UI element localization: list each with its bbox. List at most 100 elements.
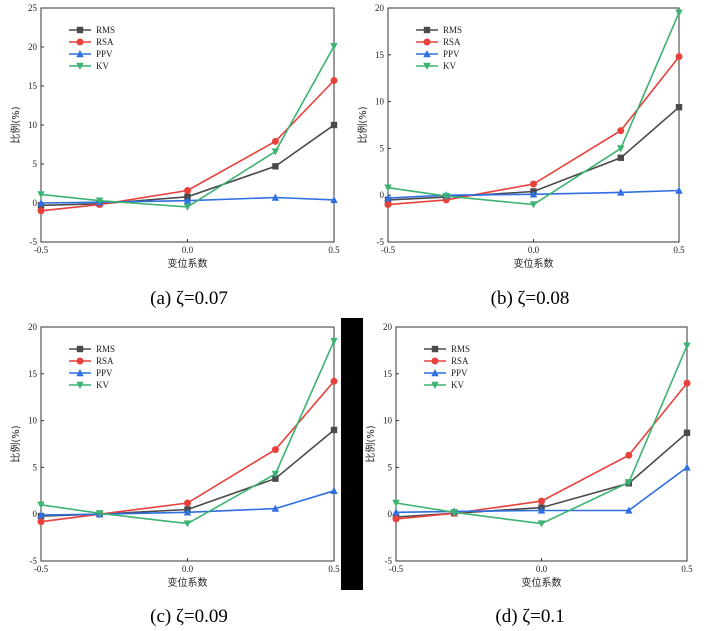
x-tick-label: -0.5 xyxy=(34,245,49,255)
x-axis-label: 变位系数 xyxy=(514,257,554,270)
legend-label-kv: KV xyxy=(443,61,456,71)
data-point-rsa xyxy=(538,497,545,505)
chart-d: -5 0 5 10 15 20 -0.5 0.0 0.5 变位系数 比例(%) RMS RSA PPV KV xyxy=(364,322,693,589)
legend-label-rsa: RSA xyxy=(96,37,114,47)
legend-label-kv: KV xyxy=(96,380,109,390)
y-tick-label: 10 xyxy=(28,416,38,426)
x-tick-label: 0.5 xyxy=(328,564,340,574)
y-tick-label: 5 xyxy=(388,462,393,472)
data-point-kv xyxy=(392,499,400,507)
data-point-rms xyxy=(675,104,683,111)
legend-marker-rms xyxy=(76,345,84,353)
data-point-kv xyxy=(675,9,683,17)
data-point-ppv xyxy=(330,486,338,494)
data-point-kv xyxy=(183,520,192,528)
legend-label-rsa: RSA xyxy=(443,37,461,47)
data-point-rsa xyxy=(184,187,191,195)
data-point-ppv xyxy=(330,195,338,204)
y-tick-label: 5 xyxy=(380,143,385,153)
chart-b: -5 0 5 10 15 20 -0.5 0.0 0.5 变位系数 比例(%) RMS RSA PPV KV xyxy=(356,3,685,270)
data-point-rms xyxy=(330,426,338,434)
data-point-kv xyxy=(95,197,104,205)
data-point-rsa xyxy=(683,379,691,387)
y-tick-label: 5 xyxy=(33,462,38,472)
chart-a: -5 0 5 10 15 20 25 -0.5 0.0 0.5 变位系数 比例(%) RMS RSA PPV… xyxy=(9,3,340,270)
data-point-ppv xyxy=(675,186,683,194)
chart-c: -5 0 5 10 15 20 -0.5 0.0 0.5 变位系数 比例(%) RMS RSA PPV KV xyxy=(9,322,340,589)
data-point-ppv xyxy=(529,190,538,198)
y-tick-label: 20 xyxy=(375,3,385,13)
x-axis-label: 变位系数 xyxy=(168,257,208,270)
data-point-kv xyxy=(95,510,104,518)
divider-bar xyxy=(341,318,363,590)
x-tick-label: 0.0 xyxy=(182,245,194,255)
data-point-ppv xyxy=(183,508,192,516)
caption-b: (b) ζ=0.08 xyxy=(491,288,570,309)
y-tick-label: 0 xyxy=(380,190,385,200)
y-tick-label: -5 xyxy=(30,556,38,566)
legend-marker-rsa xyxy=(431,357,439,365)
y-tick-label: 20 xyxy=(28,42,38,52)
data-point-rsa xyxy=(271,446,279,454)
y-tick-label: -5 xyxy=(377,237,385,247)
x-tick-label: 0.5 xyxy=(681,564,693,574)
data-point-ppv xyxy=(271,193,280,201)
y-tick-label: 15 xyxy=(383,369,393,379)
data-point-kv xyxy=(271,148,280,156)
y-tick-label: -5 xyxy=(385,556,393,566)
data-point-kv xyxy=(683,342,691,350)
legend-label-rsa: RSA xyxy=(451,356,469,366)
data-point-rsa xyxy=(530,180,537,188)
x-tick-label: -0.5 xyxy=(389,564,404,574)
data-point-rsa xyxy=(384,201,392,209)
data-point-rsa xyxy=(330,377,338,385)
data-point-ppv xyxy=(625,506,633,514)
caption-d: (d) ζ=0.1 xyxy=(495,606,564,627)
data-point-rms xyxy=(683,429,691,436)
data-point-kv xyxy=(442,192,450,201)
data-point-kv xyxy=(384,184,392,192)
data-point-ppv xyxy=(617,188,625,196)
data-point-rsa xyxy=(617,127,625,135)
data-point-ppv xyxy=(537,506,546,514)
data-point-rsa xyxy=(392,515,400,523)
legend-label-kv: KV xyxy=(451,380,464,390)
legend-marker-ppv xyxy=(76,50,84,58)
y-tick-label: 10 xyxy=(383,416,393,426)
legend-label-ppv: PPV xyxy=(96,368,113,378)
legend-marker-kv xyxy=(431,381,439,389)
data-point-rsa xyxy=(625,451,633,459)
y-tick-label: -5 xyxy=(30,237,38,247)
data-point-ppv xyxy=(683,463,691,471)
data-point-kv xyxy=(450,509,458,517)
legend-marker-kv xyxy=(76,381,84,389)
legend-label-rms: RMS xyxy=(451,344,470,354)
x-tick-label: -0.5 xyxy=(34,564,49,574)
data-point-rsa xyxy=(184,499,191,507)
data-point-kv xyxy=(37,501,45,509)
y-axis-label: 比例(%) xyxy=(356,106,369,143)
y-tick-label: 10 xyxy=(375,97,385,107)
data-point-rms xyxy=(330,121,338,129)
legend-marker-rms xyxy=(431,345,439,353)
y-axis-label: 比例(%) xyxy=(9,425,22,462)
x-tick-label: 0.0 xyxy=(528,245,540,255)
y-tick-label: 0 xyxy=(388,509,393,519)
y-tick-label: 15 xyxy=(28,369,38,379)
legend-label-rms: RMS xyxy=(443,25,462,35)
y-axis-label: 比例(%) xyxy=(9,106,22,143)
legend-label-ppv: PPV xyxy=(96,49,113,59)
legend-marker-ppv xyxy=(431,369,439,377)
data-point-ppv xyxy=(37,199,45,207)
data-point-kv xyxy=(617,145,625,153)
data-point-rsa xyxy=(271,137,279,145)
y-tick-label: 15 xyxy=(28,81,38,91)
y-tick-label: 15 xyxy=(375,50,385,60)
data-point-kv xyxy=(183,203,192,211)
data-point-kv xyxy=(330,43,338,51)
legend-label-ppv: PPV xyxy=(443,49,460,59)
legend-marker-rms xyxy=(76,26,84,34)
legend-label-kv: KV xyxy=(96,61,109,71)
data-point-ppv xyxy=(183,196,192,204)
